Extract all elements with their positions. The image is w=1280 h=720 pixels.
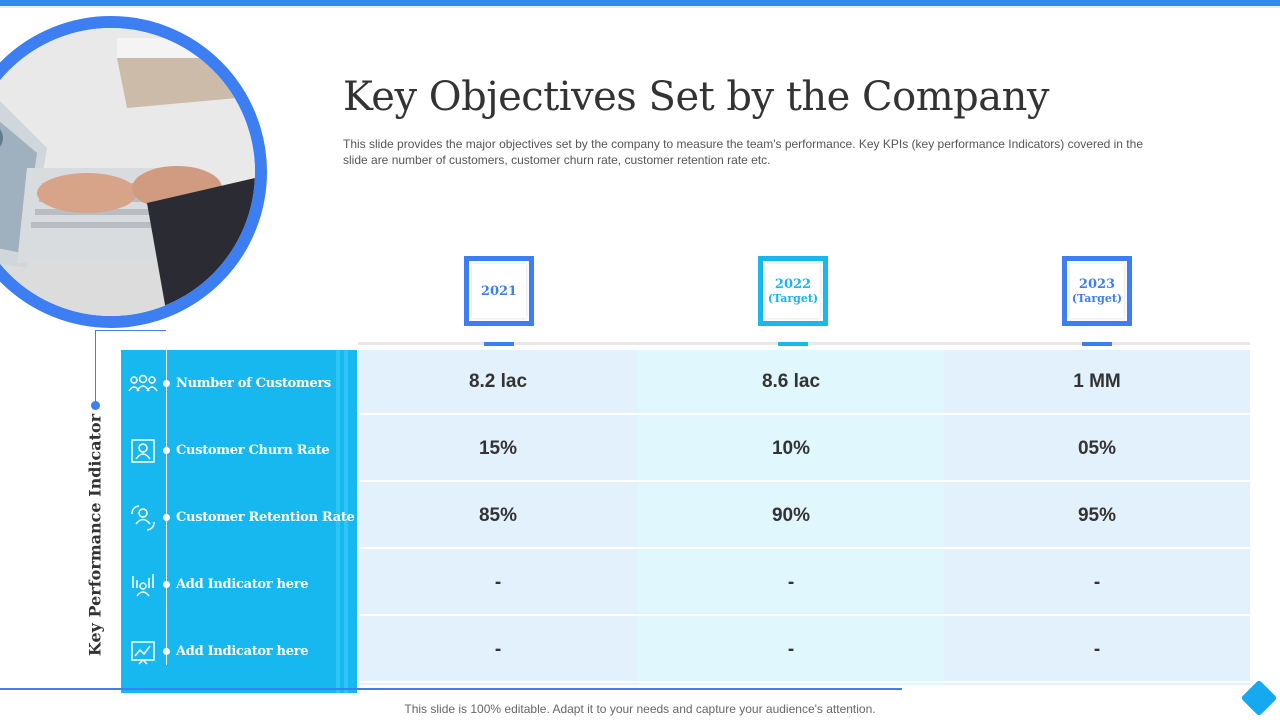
timeline-dot bbox=[163, 514, 170, 521]
user-refresh-icon bbox=[127, 502, 159, 534]
page-title: Key Objectives Set by the Company bbox=[343, 74, 1049, 120]
kpi-row-customer-churn-rate: Customer Churn Rate bbox=[121, 417, 357, 484]
value-cell: 1 MM bbox=[944, 350, 1250, 415]
column-stripe bbox=[336, 350, 340, 693]
value-cell: 15% bbox=[358, 417, 638, 482]
column-marker-2021 bbox=[484, 342, 514, 346]
value-cell: - bbox=[944, 551, 1250, 616]
bottom-accent-line bbox=[0, 688, 902, 690]
year-label: 2022 bbox=[774, 277, 812, 292]
kpi-row-number-of-customers: Number of Customers bbox=[121, 350, 357, 417]
kpi-label: Customer Retention Rate bbox=[176, 510, 355, 525]
kpi-row-customer-retention-rate: Customer Retention Rate bbox=[121, 484, 357, 551]
value-cell: 90% bbox=[638, 484, 944, 549]
value-cell: 85% bbox=[358, 484, 638, 549]
kpi-connector-vertical bbox=[95, 330, 96, 405]
value-cell: - bbox=[358, 551, 638, 616]
kpi-label: Add Indicator here bbox=[176, 644, 309, 659]
top-accent-bar-light bbox=[0, 6, 1280, 8]
value-cell: 10% bbox=[638, 417, 944, 482]
year-label: 2023 bbox=[1078, 277, 1116, 292]
group-icon bbox=[127, 368, 159, 400]
kpi-row-add-indicator-2: Add Indicator here bbox=[121, 618, 357, 685]
value-cell: - bbox=[638, 618, 944, 683]
timeline-dot bbox=[163, 447, 170, 454]
value-cell: - bbox=[358, 618, 638, 683]
value-cell: 8.6 lac bbox=[638, 350, 944, 415]
kpi-connector-dot bbox=[91, 401, 100, 410]
kpi-label: Add Indicator here bbox=[176, 577, 309, 592]
timeline-dot bbox=[163, 581, 170, 588]
business-laptop-photo bbox=[0, 16, 267, 328]
target-note: (Target) bbox=[1071, 292, 1123, 305]
timeline-dot bbox=[163, 648, 170, 655]
kpi-label: Customer Churn Rate bbox=[176, 443, 330, 458]
value-cell: 05% bbox=[944, 417, 1250, 482]
column-marker-2022 bbox=[778, 342, 808, 346]
chart-board-icon bbox=[127, 636, 159, 668]
year-header-2023: 2023 (Target) bbox=[1062, 256, 1132, 326]
column-stripe bbox=[344, 350, 348, 693]
top-accent-bar bbox=[0, 0, 1280, 6]
value-cell: - bbox=[638, 551, 944, 616]
kpi-label-column bbox=[121, 350, 357, 693]
year-header-2022: 2022 (Target) bbox=[758, 256, 828, 326]
year-header-2021: 2021 bbox=[464, 256, 534, 326]
column-2023: 1 MM 05% 95% - - bbox=[944, 350, 1250, 685]
kpi-axis-label: Key Performance Indicator bbox=[85, 413, 105, 657]
value-cell: 95% bbox=[944, 484, 1250, 549]
kpi-connector-horizontal bbox=[95, 330, 167, 331]
kpi-row-add-indicator-1: Add Indicator here bbox=[121, 551, 357, 618]
target-note: (Target) bbox=[767, 292, 819, 305]
page-subtitle: This slide provides the major objectives… bbox=[343, 137, 1143, 167]
column-marker-2023 bbox=[1082, 342, 1112, 346]
value-cell: - bbox=[944, 618, 1250, 683]
timeline-dot bbox=[163, 380, 170, 387]
kpi-label: Number of Customers bbox=[176, 376, 331, 391]
value-cell: 8.2 lac bbox=[358, 350, 638, 415]
kpi-timeline-line bbox=[166, 330, 167, 665]
year-label: 2021 bbox=[480, 283, 518, 299]
footer-note: This slide is 100% editable. Adapt it to… bbox=[404, 702, 876, 716]
chart-people-icon bbox=[127, 569, 159, 601]
user-frame-icon bbox=[127, 435, 159, 467]
column-2022: 8.6 lac 10% 90% - - bbox=[638, 350, 944, 685]
column-2021: 8.2 lac 15% 85% - - bbox=[358, 350, 638, 685]
